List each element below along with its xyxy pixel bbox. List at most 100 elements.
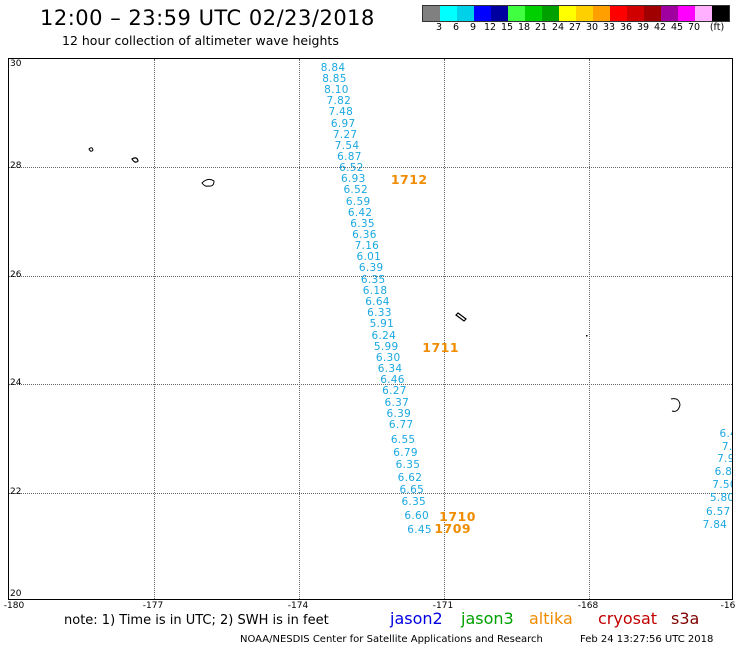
wave-height-value: 6.37 <box>384 396 410 409</box>
wave-height-value: 6.97 <box>330 117 356 130</box>
wave-height-value: 6.35 <box>395 458 421 471</box>
legend-label: 36 <box>619 22 633 33</box>
wave-height-value: 6.36 <box>352 229 377 242</box>
coastline-layer <box>88 147 681 412</box>
wave-height-value: 6.30 <box>375 352 401 365</box>
grid-line-vertical <box>299 59 300 599</box>
y-axis-label: 20 <box>10 589 22 599</box>
wave-height-value: 6.62 <box>397 472 423 485</box>
wave-height-value: 6.39 <box>386 408 412 421</box>
legend-swatch <box>661 6 678 21</box>
wave-height-value: 6.45 <box>407 523 432 536</box>
wave-height-value: 7.42 <box>721 440 733 453</box>
pass-time-label: 1709 <box>434 521 472 537</box>
y-axis-label: 30 <box>10 59 22 69</box>
x-axis-label: -180 <box>3 601 25 611</box>
wave-height-value: 6.33 <box>367 307 392 320</box>
legend-label: 15 <box>500 22 514 33</box>
wave-height-value: 8.10 <box>324 83 349 96</box>
legend-swatch <box>491 6 508 21</box>
x-axis-label: -174 <box>287 601 309 611</box>
legend-label: 3 <box>435 22 443 33</box>
wave-height-value: 7.54 <box>334 139 360 152</box>
y-axis-label: 28 <box>10 161 22 172</box>
legend-label: 70 <box>687 22 701 33</box>
wave-height-value: 6.18 <box>362 285 388 298</box>
legend-label: 39 <box>636 22 650 33</box>
y-axis-label: 22 <box>10 486 22 497</box>
legend-swatch <box>678 6 695 21</box>
units-note: note: 1) Time is in UTC; 2) SWH is in fe… <box>64 613 329 628</box>
legend-swatch <box>542 6 559 21</box>
wave-height-value: 7.82 <box>326 95 352 108</box>
wave-height-value: 6.48 <box>719 427 733 440</box>
wave-height-value: 7.48 <box>328 106 354 119</box>
wave-height-value: 5.80 <box>709 492 733 505</box>
x-axis-label: -171 <box>432 601 454 611</box>
legend-swatch <box>474 6 491 21</box>
legend-label: 9 <box>469 22 477 33</box>
legend-swatch <box>576 6 593 21</box>
island-shape <box>670 398 681 412</box>
wave-height-value: 6.60 <box>404 509 429 522</box>
wave-height-value: 7.84 <box>702 519 728 532</box>
wave-height-map: 30 28 26 24 22 20 8.84 8.85 8.10 7.82 7.48 6.97 7.27… <box>8 58 733 600</box>
grid-line-vertical <box>154 59 155 599</box>
wave-height-value: 6.24 <box>371 329 397 342</box>
wave-height-value: 5.91 <box>369 318 395 331</box>
wave-height-value: 6.42 <box>347 207 373 219</box>
wave-height-value: 6.65 <box>399 483 425 496</box>
legend-label: 42 <box>653 22 667 33</box>
satellite-name: altika <box>529 609 573 628</box>
legend-label: 45 <box>670 22 684 33</box>
grid-line-horizontal <box>9 167 732 169</box>
grid-line-horizontal <box>9 275 732 277</box>
legend-label: 12 <box>483 22 497 33</box>
legend-swatch <box>440 6 457 21</box>
wave-height-value: 6.87 <box>337 151 362 164</box>
wave-height-value: 6.01 <box>356 251 382 264</box>
wave-height-value: 6.81 <box>714 466 733 479</box>
legend-swatch <box>423 6 440 21</box>
wave-height-value: 6.55 <box>390 433 416 446</box>
wave-height-value: 6.59 <box>345 195 371 208</box>
wave-height-value: 8.84 <box>320 61 346 74</box>
y-axis-label: 26 <box>10 269 22 280</box>
legend-label: 30 <box>585 22 599 33</box>
color-scale-legend <box>422 5 730 22</box>
legend-swatch <box>559 6 576 21</box>
legend-swatch <box>712 6 729 21</box>
pass-time-label: 1711 <box>422 339 460 355</box>
wave-height-value: 5.99 <box>373 340 399 353</box>
wave-height-value: 6.46 <box>380 374 405 387</box>
wave-height-value: 7.27 <box>332 128 358 141</box>
wave-height-value: 6.52 <box>339 162 364 175</box>
wave-height-value: 6.77 <box>388 418 414 431</box>
footer-credit: NOAA/NESDIS Center for Satellite Applica… <box>240 634 543 645</box>
satellite-name: s3a <box>671 609 700 628</box>
legend-label: 24 <box>551 22 565 33</box>
legend-swatch <box>593 6 610 21</box>
x-axis-label: -177 <box>142 601 164 611</box>
wave-height-value: 6.79 <box>393 446 418 459</box>
island-shape <box>455 312 467 322</box>
wave-height-value: 7.16 <box>354 240 380 253</box>
wave-height-value: 8.85 <box>322 73 347 86</box>
legend-swatch <box>525 6 542 21</box>
legend-label: 33 <box>602 22 616 33</box>
satellite-name: jason3 <box>461 609 514 628</box>
grid-line-horizontal <box>9 492 732 494</box>
legend-label: (ft) <box>709 22 725 33</box>
legend-swatch <box>644 6 661 21</box>
wave-height-value: 6.93 <box>341 173 366 186</box>
grid-line-vertical <box>444 59 445 599</box>
wave-height-value: 6.34 <box>377 363 403 376</box>
wave-height-value: 7.50 <box>712 479 732 492</box>
legend-label: 27 <box>568 22 582 33</box>
satellite-name: cryosat <box>598 609 658 628</box>
wave-height-value: 6.39 <box>358 262 384 275</box>
legend-swatch <box>695 6 712 21</box>
wave-height-value: 6.64 <box>365 295 390 308</box>
footer-timestamp: Feb 24 13:27:56 UTC 2018 <box>580 634 714 645</box>
legend-swatch <box>627 6 644 21</box>
